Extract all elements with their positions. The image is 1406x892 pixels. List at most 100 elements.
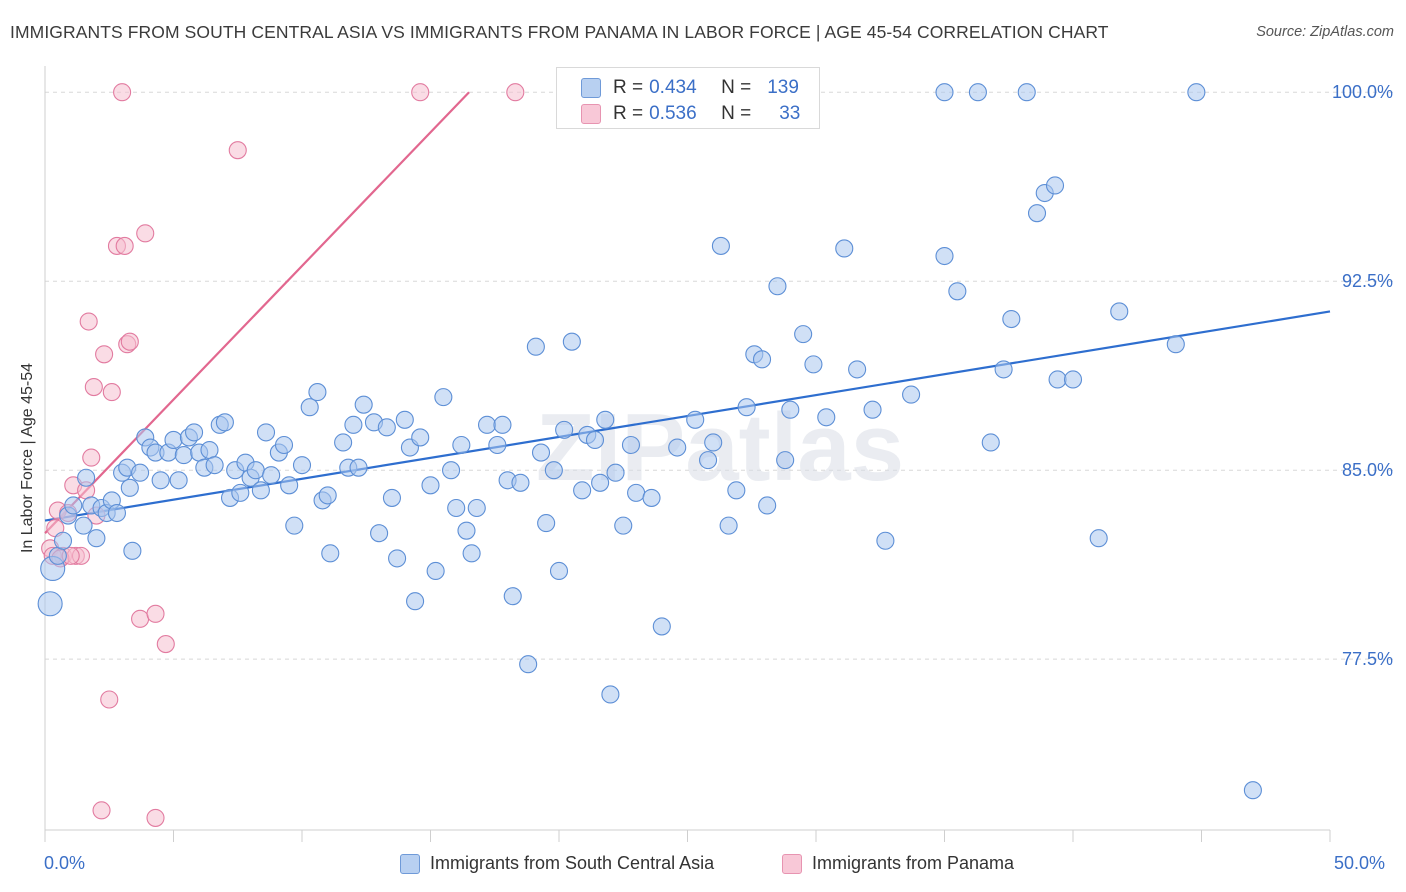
legend-n-label: N = <box>721 103 752 124</box>
data-point-blue <box>804 355 823 374</box>
data-point-blue <box>185 423 204 442</box>
data-point-blue <box>948 282 967 301</box>
data-point-pink <box>113 83 132 102</box>
data-point-blue <box>370 524 389 543</box>
data-point-blue <box>585 430 605 450</box>
data-point-blue <box>205 456 224 475</box>
data-point-blue <box>488 435 507 455</box>
data-point-blue <box>503 587 522 606</box>
data-point-blue <box>526 337 545 356</box>
data-point-blue <box>1027 204 1047 223</box>
data-point-blue <box>776 451 795 470</box>
data-point-blue <box>537 514 556 533</box>
data-point-pink <box>156 635 175 654</box>
data-point-blue <box>452 435 471 455</box>
data-point-blue <box>274 435 294 455</box>
data-point-blue <box>968 83 987 102</box>
data-point-blue <box>426 561 445 581</box>
data-point-blue <box>37 591 63 617</box>
data-point-blue <box>377 418 396 437</box>
series-legend: Immigrants from South Central Asia Immig… <box>0 853 1406 877</box>
data-point-blue <box>354 395 373 414</box>
data-point-blue <box>64 496 83 515</box>
data-point-pink <box>411 83 430 102</box>
data-point-blue <box>627 483 646 502</box>
data-point-blue <box>549 561 569 581</box>
data-point-blue <box>421 476 440 495</box>
data-point-blue <box>1110 302 1129 321</box>
data-point-pink <box>506 83 525 102</box>
data-point-blue <box>447 498 466 518</box>
data-point-blue <box>727 481 746 500</box>
data-point-blue <box>300 398 319 417</box>
data-point-blue <box>935 246 954 266</box>
data-point-pink <box>84 377 103 397</box>
data-point-blue <box>606 463 625 482</box>
data-point-pink <box>136 224 155 243</box>
series-legend-item-pink: Immigrants from Panama <box>782 853 1014 874</box>
data-point-blue <box>334 433 353 452</box>
data-point-blue <box>349 458 368 477</box>
data-point-blue <box>719 516 738 535</box>
data-point-blue <box>215 413 234 432</box>
data-point-blue <box>200 440 219 460</box>
data-point-blue <box>519 655 538 674</box>
data-point-pink <box>79 312 98 331</box>
data-point-pink <box>146 604 165 623</box>
data-point-blue <box>395 410 414 429</box>
gridlines <box>45 91 1396 660</box>
legend-row-blue: R = 0.434 N = 139 <box>581 76 799 100</box>
data-point-blue <box>151 471 170 490</box>
legend-r-value-pink: 0.536 <box>649 103 697 124</box>
data-point-blue <box>411 428 430 447</box>
data-point-blue <box>256 423 276 442</box>
data-point-blue <box>493 415 512 434</box>
data-point-blue <box>251 481 270 500</box>
data-point-blue <box>781 400 800 419</box>
data-point-blue <box>434 388 453 407</box>
data-point-blue <box>308 383 327 402</box>
data-point-blue <box>768 277 787 296</box>
legend-n-label: N = <box>721 77 752 98</box>
data-point-blue <box>711 236 730 255</box>
data-point-blue <box>107 503 127 523</box>
data-point-blue <box>794 325 813 344</box>
data-point-pink <box>82 448 101 467</box>
data-point-blue <box>457 521 476 540</box>
data-point-blue <box>262 466 281 485</box>
data-point-pink <box>95 345 114 364</box>
data-point-blue <box>902 385 921 404</box>
trend-line-pink <box>44 91 470 534</box>
data-point-blue <box>1243 781 1262 800</box>
data-point-blue <box>388 549 407 568</box>
data-point-blue <box>120 478 139 497</box>
data-point-blue <box>562 332 581 351</box>
data-point-blue <box>704 433 723 452</box>
data-point-blue <box>935 83 954 102</box>
y-axis-label: In Labor Force | Age 45-54 <box>19 362 36 554</box>
data-point-blue <box>848 360 867 379</box>
series-swatch-blue <box>400 853 420 874</box>
data-point-blue <box>758 496 777 515</box>
legend-n-value-blue: 139 <box>767 77 799 98</box>
data-point-blue <box>406 592 425 611</box>
data-point-blue <box>1017 83 1036 102</box>
data-point-blue <box>169 471 188 490</box>
data-point-blue <box>344 415 363 434</box>
data-point-pink <box>102 383 121 402</box>
data-point-pink <box>146 808 165 827</box>
data-point-blue <box>1089 529 1108 548</box>
y-tick-label: 85.0% <box>1342 460 1393 480</box>
data-point-blue <box>462 544 481 563</box>
data-point-blue <box>668 438 687 457</box>
legend-swatch-pink <box>581 104 601 124</box>
x-tick-label-min: 0.0% <box>44 853 86 873</box>
series-legend-item-blue: Immigrants from South Central Asia <box>400 853 714 874</box>
data-point-blue <box>1063 370 1083 389</box>
data-point-blue <box>652 617 671 636</box>
data-point-blue <box>123 541 142 560</box>
data-point-blue <box>477 415 497 434</box>
data-point-blue <box>87 529 106 548</box>
y-tick-label: 77.5% <box>1342 649 1393 669</box>
